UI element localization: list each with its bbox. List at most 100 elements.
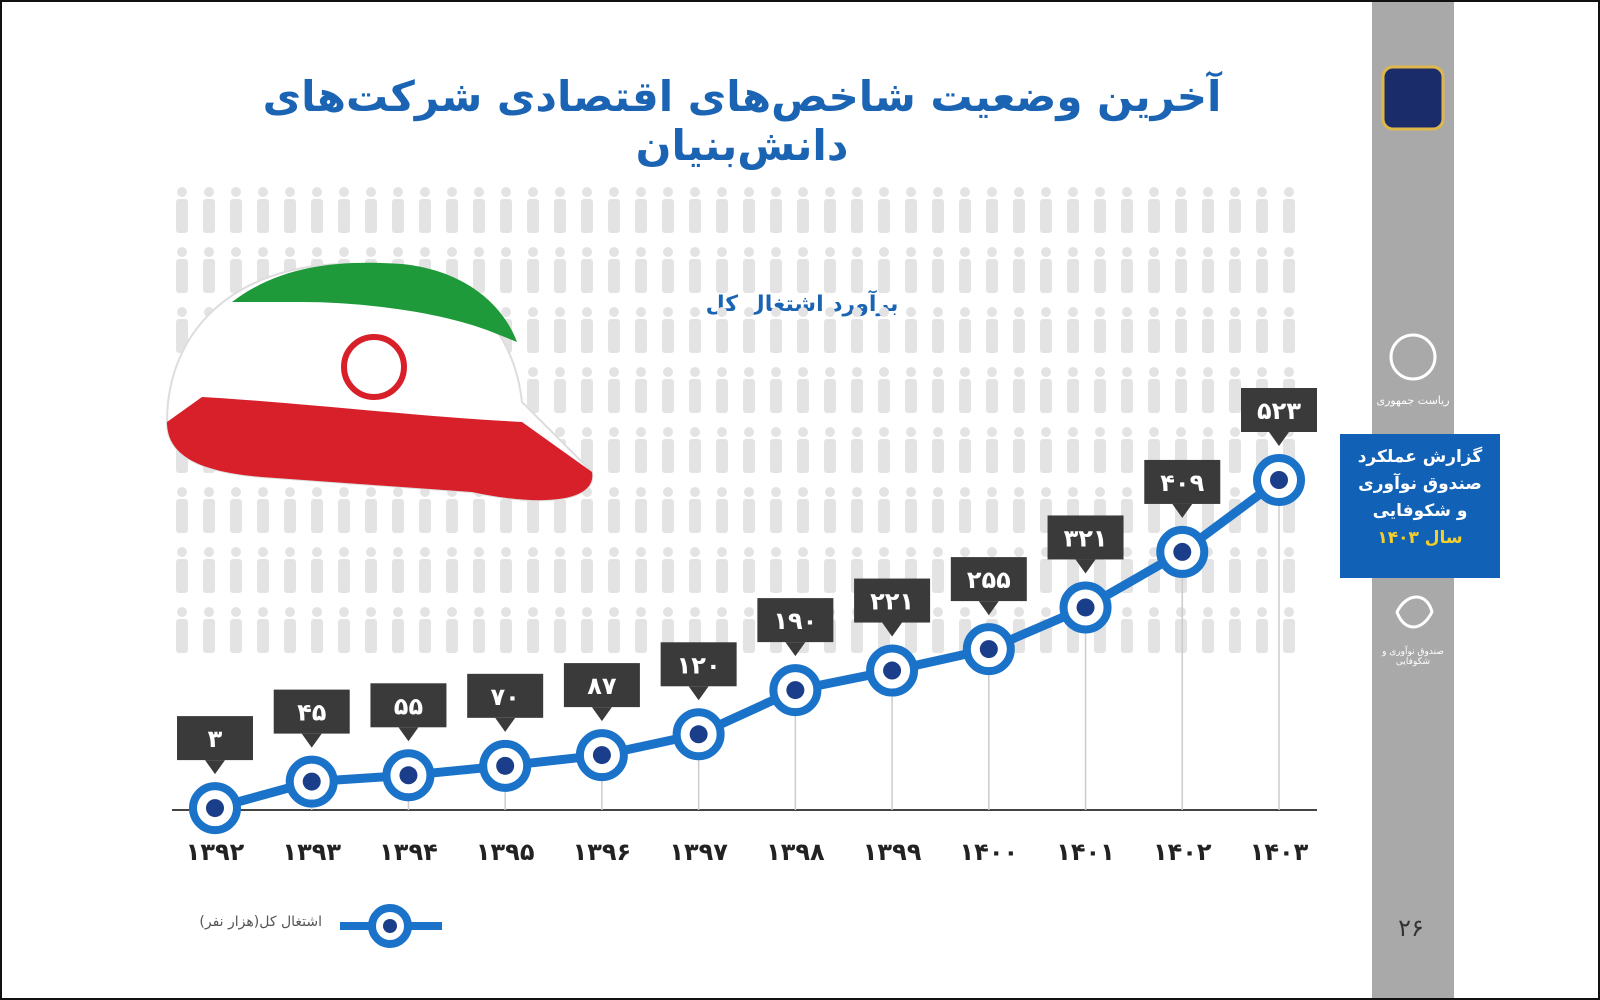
person-icon — [1013, 187, 1025, 233]
person-icon — [176, 187, 188, 233]
person-icon — [1094, 367, 1106, 413]
person-icon — [284, 487, 296, 533]
person-icon — [176, 547, 188, 593]
person-icon — [338, 547, 350, 593]
person-icon — [635, 427, 647, 473]
person-icon — [1040, 427, 1052, 473]
person-icon — [500, 247, 512, 293]
person-icon — [203, 247, 215, 293]
person-icon — [446, 487, 458, 533]
person-icon — [1067, 187, 1079, 233]
svg-text:۵۵: ۵۵ — [394, 692, 423, 720]
person-icon — [1283, 607, 1295, 653]
person-icon — [1283, 247, 1295, 293]
person-icon — [959, 427, 971, 473]
data-markers — [189, 454, 1305, 835]
data-label: ۱۹۰ — [757, 598, 834, 657]
data-label: ۲۵۵ — [950, 557, 1027, 616]
person-icon — [203, 187, 215, 233]
person-icon — [1094, 187, 1106, 233]
person-icon — [581, 367, 593, 413]
person-icon — [824, 547, 836, 593]
person-icon — [689, 427, 701, 473]
person-icon — [527, 187, 539, 233]
person-icon — [311, 487, 323, 533]
svg-text:۸۷: ۸۷ — [587, 672, 617, 700]
person-icon — [608, 247, 620, 293]
person-icon — [743, 307, 755, 353]
person-icon — [446, 607, 458, 653]
person-icon — [770, 547, 782, 593]
person-icon — [419, 187, 431, 233]
person-icon — [716, 307, 728, 353]
data-point — [769, 664, 822, 717]
person-icon — [581, 247, 593, 293]
person-icon — [1040, 247, 1052, 293]
person-icon — [905, 427, 917, 473]
person-icon — [392, 487, 404, 533]
person-icon — [608, 487, 620, 533]
data-label: ۲۲۱ — [854, 578, 931, 637]
x-tick-label: ۱۳۹۶ — [573, 838, 632, 866]
person-icon — [257, 547, 269, 593]
x-tick-label: ۱۳۹۳ — [282, 838, 341, 866]
person-icon — [1040, 307, 1052, 353]
person-icon — [338, 607, 350, 653]
person-icon — [473, 547, 485, 593]
person-icon — [554, 547, 566, 593]
person-icon — [851, 367, 863, 413]
person-icon — [581, 487, 593, 533]
person-icon — [257, 487, 269, 533]
report-line-2: صندوق نوآوری — [1358, 474, 1482, 494]
person-icon — [1067, 367, 1079, 413]
person-icon — [851, 487, 863, 533]
person-icon — [824, 247, 836, 293]
data-point — [382, 749, 435, 802]
person-icon — [473, 187, 485, 233]
data-point — [672, 708, 725, 761]
person-icon — [446, 187, 458, 233]
data-point — [189, 782, 241, 835]
person-icon — [554, 247, 566, 293]
person-icon — [1229, 607, 1241, 653]
person-icon — [284, 607, 296, 653]
page-number: ۲۶ — [1398, 914, 1424, 942]
person-icon — [770, 247, 782, 293]
person-icon — [932, 247, 944, 293]
person-icon — [743, 187, 755, 233]
person-icon — [959, 307, 971, 353]
x-tick-label: ۱۳۹۵ — [476, 838, 535, 866]
person-icon — [1121, 487, 1133, 533]
person-icon — [905, 487, 917, 533]
person-icon — [1175, 187, 1187, 233]
person-icon — [878, 247, 890, 293]
person-icon — [392, 547, 404, 593]
person-icon — [527, 247, 539, 293]
person-icon — [635, 187, 647, 233]
person-icon — [1256, 607, 1268, 653]
person-icon — [203, 607, 215, 653]
person-icon — [851, 427, 863, 473]
report-year: سال ۱۴۰۳ — [1377, 528, 1463, 548]
person-icon — [230, 247, 242, 293]
person-icon — [905, 247, 917, 293]
person-icon — [284, 547, 296, 593]
person-icon — [1202, 367, 1214, 413]
data-label: ۱۲۰ — [660, 642, 737, 701]
person-icon — [1121, 247, 1133, 293]
x-tick-label: ۱۳۹۷ — [669, 838, 728, 866]
person-icon — [176, 247, 188, 293]
person-icon — [1283, 547, 1295, 593]
person-icon — [1067, 307, 1079, 353]
svg-text:۷۰: ۷۰ — [491, 683, 520, 711]
person-icon — [419, 607, 431, 653]
person-icon — [1013, 307, 1025, 353]
person-icon — [284, 187, 296, 233]
person-icon — [905, 187, 917, 233]
data-label: ۴۵ — [273, 689, 350, 748]
person-icon — [824, 427, 836, 473]
person-icon — [365, 487, 377, 533]
person-icon — [203, 487, 215, 533]
